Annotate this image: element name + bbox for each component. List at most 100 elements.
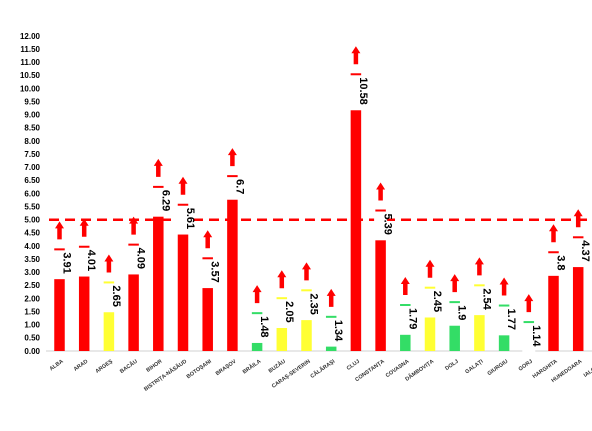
bar bbox=[301, 289, 312, 351]
data-label-bg bbox=[201, 259, 215, 289]
data-label-bg bbox=[225, 177, 239, 200]
data-label-bg bbox=[53, 250, 66, 280]
data-label: 3.91 bbox=[61, 252, 73, 273]
data-label-bg bbox=[127, 245, 141, 275]
trend-up-arrow-icon bbox=[425, 259, 435, 278]
data-label: 5.61 bbox=[184, 208, 196, 229]
x-tick-label: DOLJ bbox=[444, 359, 459, 372]
trend-up-arrow-icon bbox=[277, 270, 287, 289]
bar bbox=[449, 301, 460, 351]
y-tick-label: 0.00 bbox=[24, 347, 40, 356]
x-tick-label: BOTOȘANI bbox=[186, 358, 214, 380]
bar bbox=[78, 245, 90, 351]
y-tick-label: 1.50 bbox=[24, 307, 40, 316]
trend-up-arrow-icon bbox=[450, 274, 460, 293]
data-label-bg bbox=[448, 303, 462, 326]
x-tick-label: BRĂILA bbox=[241, 358, 262, 376]
bar bbox=[474, 284, 485, 351]
data-label: 2.54 bbox=[480, 288, 492, 310]
data-label-bg bbox=[349, 75, 363, 111]
y-tick-label: 4.00 bbox=[24, 242, 40, 251]
data-label-bg bbox=[151, 187, 165, 217]
y-tick-label: 6.50 bbox=[24, 176, 40, 185]
trend-up-arrow-icon bbox=[499, 277, 509, 296]
data-label: 6.7 bbox=[233, 179, 245, 194]
trend-up-arrow-icon bbox=[104, 254, 114, 273]
data-label-bg bbox=[547, 253, 560, 276]
x-tick-label: GIURGIU bbox=[487, 359, 510, 377]
y-tick-label: 5.00 bbox=[24, 216, 40, 225]
data-label: 2.45 bbox=[431, 291, 443, 312]
data-label: 3.8 bbox=[555, 255, 567, 270]
x-tick-label: ARGEȘ bbox=[95, 359, 115, 375]
bar bbox=[103, 281, 115, 351]
trend-up-arrow-icon bbox=[55, 221, 64, 240]
bar bbox=[128, 243, 139, 351]
data-label-bg bbox=[398, 306, 412, 335]
data-label-bg bbox=[77, 247, 91, 277]
trend-up-arrow-icon bbox=[474, 257, 484, 276]
x-tick-label: GALAȚI bbox=[464, 358, 485, 375]
x-tick-label: BUZĂU bbox=[267, 358, 287, 375]
data-label-bg bbox=[497, 306, 511, 336]
trend-up-arrow-icon bbox=[153, 158, 163, 177]
trend-up-arrow-icon bbox=[573, 209, 583, 228]
trend-up-arrow-icon bbox=[549, 224, 558, 243]
data-label: 4.37 bbox=[579, 240, 591, 261]
bar bbox=[177, 203, 189, 351]
x-tick-label: BIHOR bbox=[145, 359, 163, 374]
trend-up-arrow-icon bbox=[524, 294, 534, 313]
bar bbox=[350, 73, 362, 352]
trend-up-arrow-icon bbox=[326, 288, 336, 307]
bar bbox=[54, 248, 65, 351]
bar bbox=[548, 251, 559, 351]
trend-up-arrow-icon bbox=[79, 218, 89, 237]
data-label: 1.9 bbox=[456, 305, 468, 320]
y-tick-label: 6.00 bbox=[24, 189, 40, 198]
data-label: 1.77 bbox=[505, 309, 517, 330]
data-label-bg bbox=[472, 286, 486, 316]
data-label-bg bbox=[324, 317, 338, 347]
y-tick-label: 3.50 bbox=[24, 255, 40, 264]
bar bbox=[153, 185, 164, 351]
y-tick-label: 10.50 bbox=[20, 71, 41, 80]
data-label: 6.29 bbox=[159, 190, 171, 211]
y-tick-label: 2.00 bbox=[24, 294, 40, 303]
y-tick-label: 8.50 bbox=[24, 124, 40, 133]
data-label-bg bbox=[300, 291, 313, 321]
trend-up-arrow-icon bbox=[400, 277, 410, 296]
bar bbox=[375, 209, 386, 351]
y-tick-label: 2.50 bbox=[24, 281, 40, 290]
data-label: 5.39 bbox=[382, 214, 394, 235]
data-label: 4.09 bbox=[135, 248, 147, 269]
x-tick-label: ARAD bbox=[73, 359, 89, 373]
trend-up-arrow-icon bbox=[129, 216, 139, 235]
data-label-bg bbox=[102, 283, 116, 313]
data-label: 1.79 bbox=[406, 308, 418, 329]
data-label: 3.57 bbox=[209, 261, 221, 282]
trend-up-arrow-icon bbox=[252, 285, 262, 304]
x-tick-label: GORJ bbox=[518, 359, 534, 373]
x-tick-label: BRAȘOV bbox=[215, 359, 238, 378]
y-tick-label: 3.00 bbox=[24, 268, 40, 277]
bar bbox=[227, 175, 238, 351]
data-label-bg bbox=[250, 314, 264, 343]
y-tick-label: 10.00 bbox=[20, 84, 41, 93]
x-tick-label: IALOMIȚA bbox=[583, 359, 592, 379]
trend-up-arrow-icon bbox=[376, 182, 386, 201]
data-label: 1.48 bbox=[258, 316, 270, 337]
y-tick-label: 7.00 bbox=[24, 163, 40, 172]
trend-up-arrow-icon bbox=[351, 46, 361, 65]
y-tick-label: 9.00 bbox=[24, 111, 40, 120]
bar bbox=[202, 257, 213, 351]
data-label-bg bbox=[374, 211, 388, 241]
data-label: 1.34 bbox=[332, 320, 344, 342]
trend-up-arrow-icon bbox=[227, 148, 237, 167]
trend-up-arrow-icon bbox=[178, 176, 188, 195]
data-label-bg bbox=[423, 288, 437, 318]
data-label: 1.14 bbox=[530, 325, 542, 347]
bar bbox=[572, 236, 584, 351]
y-tick-label: 0.50 bbox=[24, 334, 40, 343]
